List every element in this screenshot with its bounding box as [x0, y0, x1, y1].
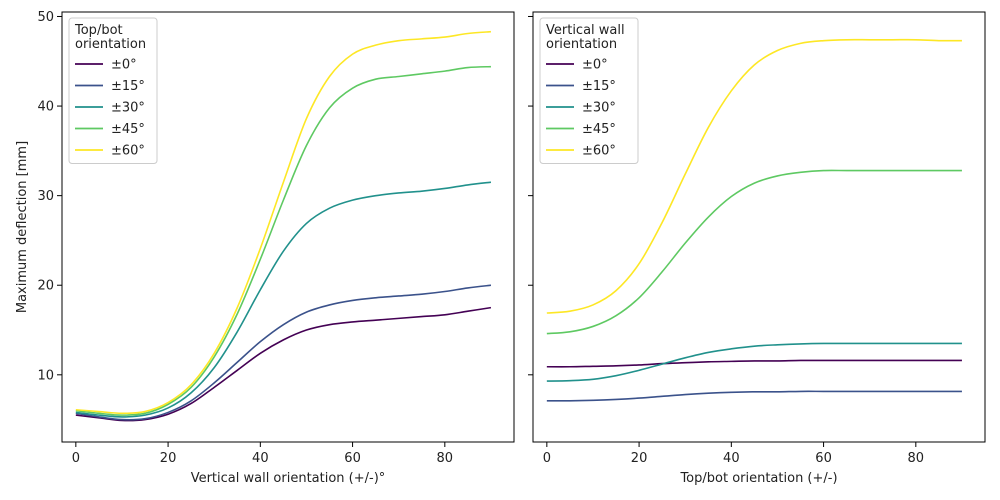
x-tick-label: 40 [252, 451, 269, 466]
y-tick-label: 30 [37, 189, 54, 204]
legend-title: Top/bot [74, 23, 123, 38]
legend-label-2: ±15° [111, 79, 145, 94]
x-tick-label: 80 [908, 451, 925, 466]
chart-panel-1: 0 20 40 60 80 10 20 30 40 50 Vertical wall orienta… [15, 10, 515, 486]
legend-frame [539, 17, 639, 164]
y-tick-label: 40 [37, 100, 54, 115]
series-line-2 [75, 284, 492, 421]
series-line-2 [546, 390, 962, 402]
legend-label-2: ±15° [582, 79, 616, 94]
y-tick-label: 50 [37, 10, 54, 25]
chart-panel-2: 0 20 40 60 80 Top/bot orientation (+/-) Vertic… [528, 11, 986, 486]
legend-label-3: ±30° [111, 101, 145, 116]
legend-label-5: ±60° [582, 144, 616, 159]
legend-title: Vertical wall [546, 23, 625, 38]
x-tick-label: 60 [815, 451, 832, 466]
plot-frame [61, 11, 515, 443]
series-line-3 [75, 181, 492, 418]
x-tick-label: 20 [631, 451, 648, 466]
x-tick-label: 0 [543, 451, 551, 466]
series-line-1 [75, 306, 492, 422]
x-tick-label: 0 [72, 451, 80, 466]
legend-frame [68, 17, 158, 164]
legend-label-4: ±45° [582, 122, 616, 137]
plot-frame [532, 11, 986, 443]
legend-title: orientation [75, 37, 146, 52]
legend-label-1: ±0° [582, 58, 608, 73]
legend-label-3: ±30° [582, 101, 616, 116]
y-tick-label: 20 [37, 279, 54, 294]
series-line-5 [75, 30, 492, 415]
legend-label-4: ±45° [111, 122, 145, 137]
x-tick-label: 20 [160, 451, 177, 466]
series-line-4 [75, 65, 491, 416]
series-line-1 [546, 359, 962, 368]
series-line-3 [546, 342, 962, 382]
x-axis-label: Top/bot orientation (+/-) [679, 471, 837, 486]
x-tick-label: 40 [723, 451, 740, 466]
legend-title: orientation [546, 37, 617, 52]
y-axis-label: Maximum deflection [mm] [15, 141, 30, 313]
series-line-4 [546, 169, 962, 335]
series-line-5 [546, 38, 962, 314]
y-tick-label: 10 [37, 368, 54, 383]
x-tick-label: 60 [344, 451, 361, 466]
legend-label-1: ±0° [111, 58, 137, 73]
legend-label-5: ±60° [111, 144, 145, 159]
x-tick-label: 80 [437, 451, 454, 466]
x-axis-label: Vertical wall orientation (+/-)° [191, 471, 386, 486]
